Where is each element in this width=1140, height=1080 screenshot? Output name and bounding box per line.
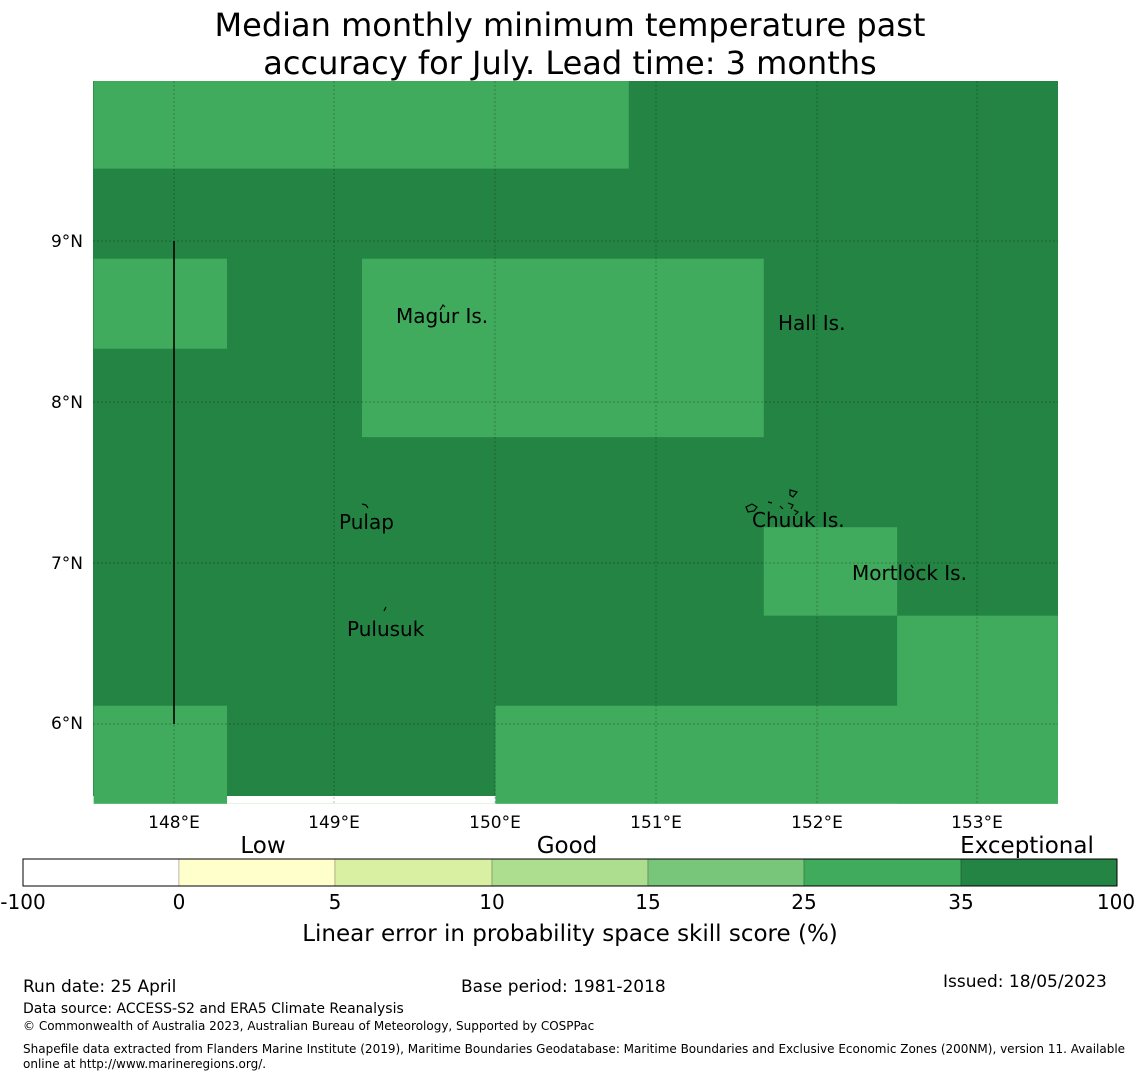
- lon-tick-148: 148°E: [148, 813, 200, 833]
- lon-tick-153: 153°E: [951, 813, 1003, 833]
- colorbar-frame: [22, 858, 1118, 887]
- label-pulap: Pulap: [339, 510, 394, 534]
- colorbar-segment: [803, 858, 962, 887]
- lat-tick-9: 9°N: [51, 232, 83, 252]
- colorbar-segment: [178, 858, 336, 887]
- label-pulusuk: Pulusuk: [347, 617, 425, 641]
- skill-cell-25-35: [93, 705, 228, 804]
- lon-tick-149: 149°E: [308, 813, 360, 833]
- pulusuk-island-shape: [383, 606, 387, 612]
- colorbar-segment: [334, 858, 493, 887]
- lat-tick-7: 7°N: [51, 554, 83, 574]
- colorbar-label: Linear error in probability space skill …: [302, 921, 838, 947]
- map-title-line-2: accuracy for July. Lead time: 3 months: [263, 44, 877, 82]
- lon-tick-152: 152°E: [791, 813, 843, 833]
- colorbar-tick-25: 25: [791, 890, 816, 914]
- colorbar-tick-100: 100: [1097, 890, 1135, 914]
- base-period: Base period: 1981-2018: [461, 977, 666, 997]
- colorbar-segment: [22, 858, 180, 887]
- colorbar-tick-15: 15: [635, 890, 660, 914]
- map-title: Median monthly minimum temperature past …: [0, 6, 1140, 82]
- good-skill-cells: [93, 81, 1058, 804]
- issued-date: Issued: 18/05/2023: [943, 972, 1107, 992]
- map-title-line-1: Median monthly minimum temperature past: [214, 6, 926, 44]
- island-outlines: [361, 304, 914, 612]
- lat-tick-8: 8°N: [51, 393, 83, 413]
- graticule: [93, 81, 1058, 804]
- lat-tick-6: 6°N: [51, 714, 83, 734]
- colorbar-segment: [491, 858, 649, 887]
- skill-cell-25-35: [362, 258, 764, 438]
- pulap-island-shape: [361, 503, 369, 509]
- colorbar-tick-10: 10: [479, 890, 504, 914]
- lon-tick-150: 150°E: [469, 813, 521, 833]
- chuuk-lagoon-shape: [745, 489, 800, 516]
- mortlock-island-shape: [910, 564, 914, 569]
- lon-tick-151: 151°E: [630, 813, 682, 833]
- label-magur-is: Magur Is.: [396, 304, 488, 328]
- copyright-notice: © Commonwealth of Australia 2023, Austra…: [23, 1019, 595, 1033]
- colorbar-tick-0: 0: [173, 890, 186, 914]
- label-mortlock-is: Mortlock Is.: [852, 561, 967, 585]
- colorbar-segment: [960, 858, 1118, 887]
- colorbar-category-low: Low: [240, 833, 285, 859]
- colorbar-tick-5: 5: [329, 890, 342, 914]
- colorbar-segments: [22, 858, 1118, 887]
- shapefile-credit-line-2: online at http://www.marineregions.org/.: [23, 1057, 267, 1071]
- map-panel: Magur Is. Hall Is. Pulap Chuuk Is. Mortl…: [51, 81, 1058, 833]
- colorbar-category-good: Good: [537, 833, 598, 859]
- skill-cell-25-35: [93, 258, 228, 349]
- colorbar: Low Good Exceptional -100 0 5 10 15 25 3…: [0, 833, 1135, 947]
- label-chuuk-is: Chuuk Is.: [752, 508, 845, 532]
- skill-cell-25-35: [93, 81, 629, 169]
- skill-cell-25-35: [495, 705, 1058, 804]
- data-source: Data source: ACCESS-S2 and ERA5 Climate …: [23, 1001, 404, 1017]
- colorbar-category-exceptional: Exceptional: [960, 833, 1094, 859]
- magur-island-shape: [439, 304, 446, 311]
- skill-cell-25-35: [763, 527, 898, 616]
- label-hall-is: Hall Is.: [778, 311, 845, 335]
- colorbar-tick-minus100: -100: [0, 890, 45, 914]
- colorbar-segment: [647, 858, 805, 887]
- run-date: Run date: 25 April: [23, 977, 177, 997]
- shapefile-credit-line-1: Shapefile data extracted from Flanders M…: [23, 1042, 1126, 1056]
- colorbar-tick-35: 35: [948, 890, 973, 914]
